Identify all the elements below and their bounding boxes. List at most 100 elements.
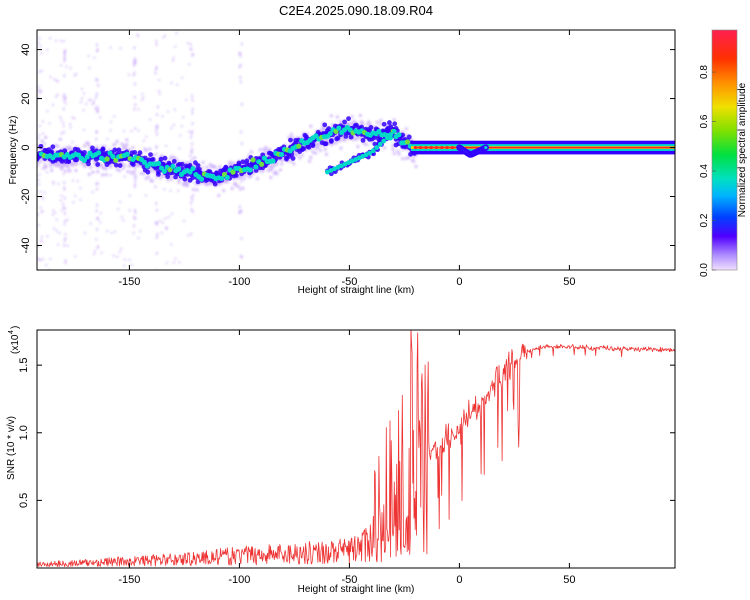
spec-x-tick-label: 0	[456, 276, 462, 288]
spectrogram-branch-core	[384, 135, 390, 141]
spectrogram-halo-cell	[308, 159, 312, 163]
spectrogram-halo-cell	[266, 168, 270, 172]
spectrogram-halo-cell	[38, 160, 42, 164]
spec-x-tick-label: -100	[228, 276, 250, 288]
spectrogram-halo-cell	[329, 143, 333, 147]
spectrogram-speckle	[58, 231, 61, 234]
spectrogram-speckle	[132, 74, 135, 77]
spectrogram-speckle	[62, 125, 65, 128]
spectrogram-speckle	[137, 236, 140, 240]
spectrogram-mid-cell	[112, 147, 118, 153]
spectrogram-speckle	[39, 89, 42, 92]
spectrogram-mid-cell	[148, 152, 153, 157]
figure-title: C2E4.2025.090.18.09.R04	[279, 3, 433, 18]
spectrogram-halo-cell	[222, 189, 226, 193]
spectrogram-halo-cell	[161, 173, 165, 177]
spectrogram-halo-cell	[109, 165, 113, 169]
spectrogram-smear	[133, 208, 136, 212]
spectrogram-smear	[190, 131, 193, 135]
spectrogram-halo-cell	[256, 177, 260, 181]
spectrogram-branch-core	[367, 150, 373, 156]
spectrogram-smear	[239, 75, 242, 79]
spectrogram-halo-cell	[110, 148, 114, 152]
spectrogram-halo-cell	[329, 114, 333, 118]
spectrogram-speckle	[172, 57, 175, 60]
spectrogram-halo-cell	[295, 153, 299, 157]
snr-y-tick-label: 1.0	[18, 425, 30, 440]
spectrogram-halo-cell	[225, 180, 229, 184]
spectrogram-speckle	[37, 164, 40, 167]
spectrogram-smear	[96, 49, 99, 53]
spectrogram-speckle	[165, 226, 168, 229]
spectrogram-speckle	[55, 229, 58, 233]
spectrogram-smear	[95, 182, 98, 186]
spectrogram-branch-core	[388, 132, 394, 137]
spectrogram-smear	[155, 208, 158, 212]
spectrogram-speckle	[163, 217, 167, 220]
spectrogram-halo-cell	[49, 163, 53, 167]
spectrogram-halo-cell	[298, 156, 302, 160]
colorbar-gradient	[712, 30, 737, 270]
spectrogram-speckle	[169, 189, 172, 192]
spectrogram-speckle	[71, 179, 75, 182]
spectrogram-speckle	[64, 261, 67, 265]
spec-x-tick-label: 50	[563, 276, 575, 288]
spectrogram-halo-cell	[335, 115, 339, 119]
spectrogram-halo-cell	[205, 165, 209, 169]
spectrogram-smear	[191, 111, 194, 115]
spectrogram-smear	[63, 207, 66, 211]
spectrogram-halo-cell	[144, 176, 148, 180]
spectrogram-halo-cell	[53, 163, 57, 167]
spectrogram-speckle	[74, 255, 77, 258]
spectrogram-smear	[134, 217, 137, 221]
spectrogram-mid-cell	[195, 163, 201, 168]
spectrogram-core-cell	[96, 150, 102, 156]
spectrogram-smear	[134, 60, 137, 64]
spectrogram-smear	[240, 102, 243, 106]
spectrogram-halo-cell	[289, 142, 293, 146]
spectrogram-speckle	[42, 258, 45, 261]
spectrogram-mid-cell	[326, 126, 332, 131]
spectrogram-core-cell	[270, 158, 276, 164]
spectrogram-halo-cell	[235, 184, 239, 188]
spectrogram-core-cell	[81, 157, 87, 164]
spectrogram-smear	[133, 184, 136, 188]
spectrogram-halo-cell	[412, 159, 416, 163]
spectrogram-halo-cell	[86, 141, 90, 145]
spectrogram-speckle	[57, 182, 60, 185]
spectrogram-halo-cell	[391, 144, 395, 148]
spectrogram-smear	[189, 42, 192, 46]
spectrogram-smear	[63, 93, 66, 97]
spectrogram-speckle	[190, 196, 193, 199]
spectrogram-mid-cell	[90, 145, 95, 151]
spectrogram-halo-cell	[131, 146, 135, 150]
spectrogram-smear	[239, 254, 242, 258]
spectrogram-mid-cell	[145, 169, 151, 175]
spectrogram-smear	[190, 201, 193, 205]
snr-x-tick-label: -150	[118, 574, 140, 586]
colorbar-tick-label: 0.6	[699, 114, 710, 128]
spectrogram-speckle	[128, 209, 131, 212]
spectrogram-speckle	[167, 110, 170, 113]
spectrogram-smear	[63, 239, 66, 243]
tone-peak-dot	[440, 145, 444, 150]
spectrogram-speckle	[120, 215, 123, 219]
spectrogram-halo-cell	[69, 161, 73, 165]
spectrogram-halo-cell	[300, 153, 304, 157]
spectrogram-core-cell	[84, 154, 90, 160]
spectrogram-speckle	[56, 93, 59, 96]
spectrogram-smear	[239, 80, 242, 84]
spectrogram-halo-cell	[213, 165, 217, 169]
spectrogram-speckle	[160, 231, 164, 234]
spectrogram-halo-cell	[366, 122, 370, 126]
spectrogram-mid-cell	[328, 138, 334, 143]
spectrogram-smear	[134, 167, 137, 171]
spectrogram-mid-cell	[158, 156, 164, 162]
spectrogram-speckle	[37, 183, 41, 186]
spectrogram-smear	[239, 51, 242, 55]
spectrogram-smear	[190, 158, 193, 162]
spectrogram-speckle	[93, 253, 96, 256]
snr-ylabel: SNR (10 * v/v)	[6, 416, 17, 480]
spectrogram-halo-cell	[184, 161, 188, 165]
spectrogram-ylabel: Frequency (Hz)	[8, 116, 19, 185]
